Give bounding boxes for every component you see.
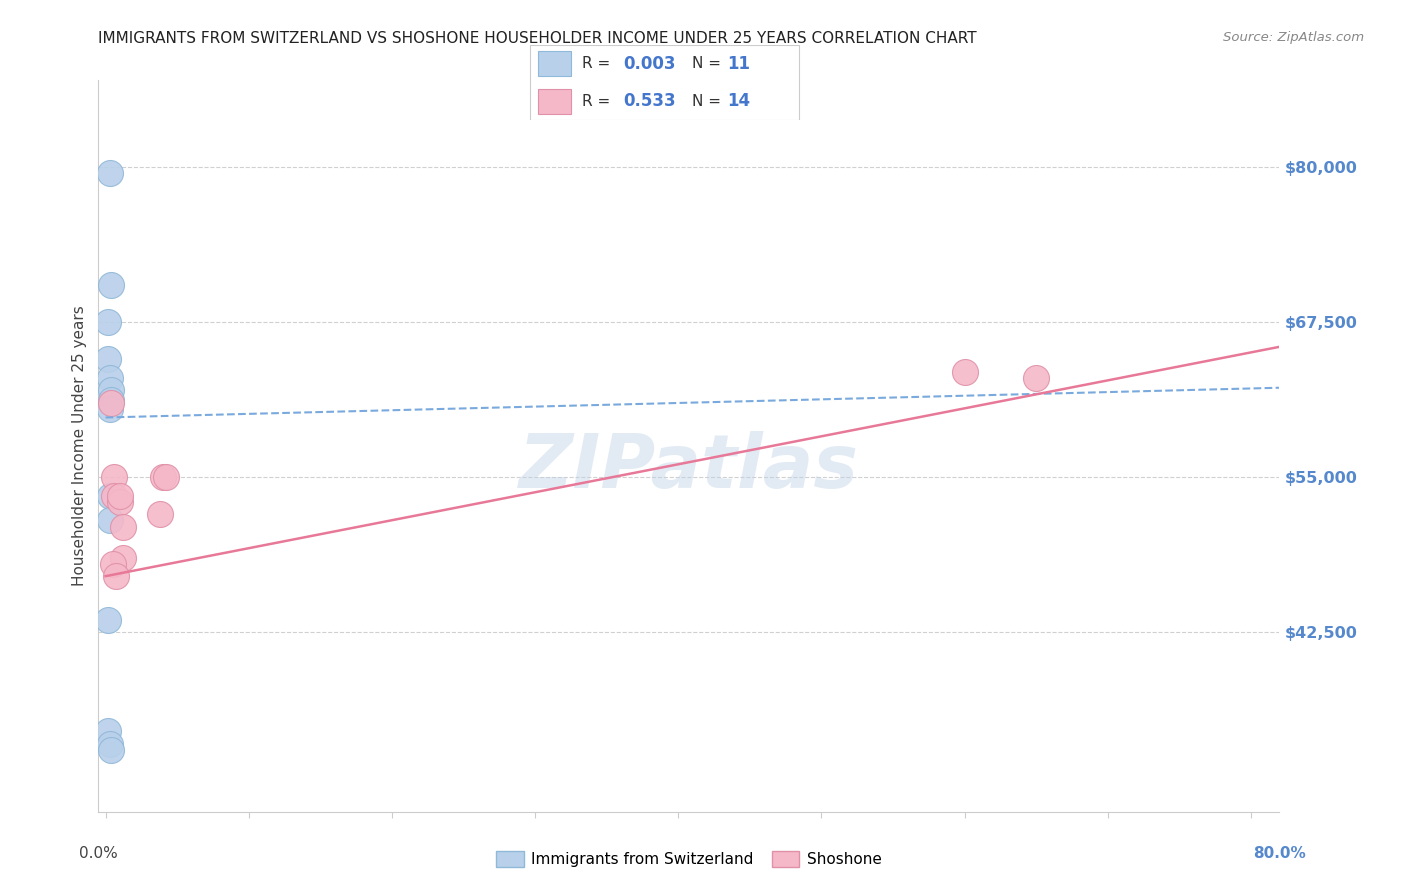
Point bbox=[155, 470, 177, 484]
Point bbox=[97, 724, 120, 739]
Point bbox=[100, 743, 122, 757]
Point bbox=[108, 495, 131, 509]
Text: ZIPatlas: ZIPatlas bbox=[519, 432, 859, 505]
Point bbox=[100, 383, 122, 397]
Point bbox=[104, 569, 127, 583]
Text: N =: N = bbox=[692, 56, 725, 71]
Point bbox=[152, 470, 174, 484]
Text: R =: R = bbox=[582, 94, 616, 109]
Point bbox=[98, 737, 121, 751]
Text: 0.0%: 0.0% bbox=[79, 846, 118, 861]
Point bbox=[1025, 371, 1047, 385]
Text: N =: N = bbox=[692, 94, 725, 109]
Y-axis label: Householder Income Under 25 years: Householder Income Under 25 years bbox=[72, 306, 87, 586]
Text: IMMIGRANTS FROM SWITZERLAND VS SHOSHONE HOUSEHOLDER INCOME UNDER 25 YEARS CORREL: IMMIGRANTS FROM SWITZERLAND VS SHOSHONE … bbox=[98, 31, 977, 46]
Point bbox=[111, 550, 134, 565]
Bar bbox=[538, 51, 571, 77]
Point bbox=[100, 393, 122, 408]
Point bbox=[97, 613, 120, 627]
Text: 14: 14 bbox=[727, 93, 751, 111]
Text: 11: 11 bbox=[727, 54, 751, 72]
Point bbox=[98, 513, 121, 527]
Point bbox=[98, 371, 121, 385]
Text: 0.003: 0.003 bbox=[623, 54, 676, 72]
Point bbox=[97, 352, 120, 367]
Point bbox=[111, 519, 134, 533]
Point bbox=[108, 489, 131, 503]
Point bbox=[98, 166, 121, 180]
Point bbox=[97, 315, 120, 329]
Point bbox=[103, 489, 125, 503]
Point bbox=[101, 557, 124, 571]
Text: R =: R = bbox=[582, 56, 616, 71]
Point bbox=[103, 470, 125, 484]
Point bbox=[100, 277, 122, 292]
Text: 80.0%: 80.0% bbox=[1253, 846, 1306, 861]
Point bbox=[98, 489, 121, 503]
Text: 0.533: 0.533 bbox=[623, 93, 676, 111]
Bar bbox=[538, 88, 571, 114]
FancyBboxPatch shape bbox=[530, 45, 799, 120]
Point bbox=[149, 507, 172, 521]
Point bbox=[100, 395, 122, 409]
Point bbox=[953, 365, 976, 379]
Legend: Immigrants from Switzerland, Shoshone: Immigrants from Switzerland, Shoshone bbox=[489, 846, 889, 873]
Point bbox=[98, 401, 121, 416]
Text: Source: ZipAtlas.com: Source: ZipAtlas.com bbox=[1223, 31, 1364, 45]
